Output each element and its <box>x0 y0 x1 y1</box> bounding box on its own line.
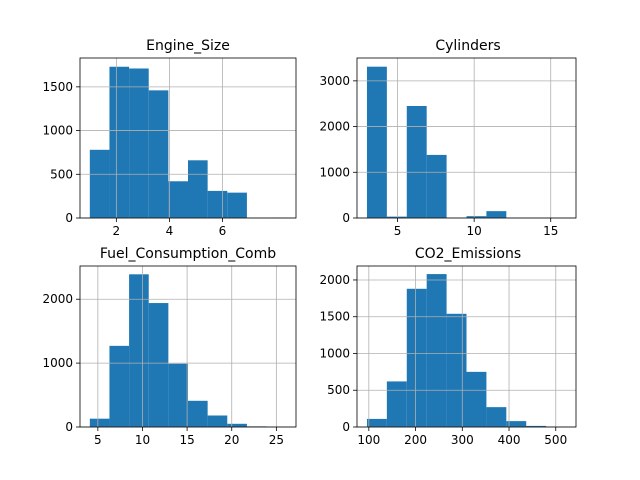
x-tick-label: 2 <box>113 224 121 238</box>
y-tick-label: 1000 <box>319 346 350 360</box>
histogram-bar <box>148 303 169 427</box>
axes-frame <box>79 57 297 219</box>
x-tick-label: 4 <box>166 224 174 238</box>
x-tick-label: 200 <box>404 433 427 447</box>
subplot-title: Engine_Size <box>146 38 230 54</box>
histogram-bar <box>426 274 447 427</box>
y-tick-label: 1000 <box>42 356 73 370</box>
x-tick-label: 5 <box>394 224 402 238</box>
x-tick-label: 10 <box>135 433 150 447</box>
subplot-title: Fuel_Consumption_Comb <box>100 246 276 262</box>
x-tick-label: 100 <box>357 433 380 447</box>
y-tick-label: 1000 <box>42 124 73 138</box>
axes-frame <box>356 57 577 219</box>
x-tick-label: 20 <box>224 433 239 447</box>
subplot-engine-size: Engine_Size 2 4 6 0 500 1000 1500 <box>42 38 297 238</box>
plot-area: 100 200 300 400 500 0 500 1000 1500 2000 <box>319 265 577 447</box>
histogram-bar <box>426 154 447 218</box>
histogram-bar <box>386 216 407 218</box>
y-tick-label: 1500 <box>42 80 73 94</box>
y-tick-label: 2000 <box>319 120 350 134</box>
histogram-bar <box>148 90 169 218</box>
x-tick-label: 15 <box>543 224 558 238</box>
histogram-bar <box>168 181 188 218</box>
y-tick-label: 1000 <box>319 165 350 179</box>
x-tick-label: 10 <box>467 224 482 238</box>
plot-area: 5 10 15 20 25 0 1000 2000 <box>42 265 297 447</box>
histogram-bar <box>406 106 427 218</box>
x-tick-label: 300 <box>451 433 474 447</box>
y-tick-label: 1500 <box>319 310 350 324</box>
axes-frame <box>356 265 577 428</box>
histogram-bar <box>129 68 149 218</box>
axes-frame <box>79 265 297 428</box>
y-tick-label: 500 <box>50 167 73 181</box>
histogram-bar <box>406 288 427 427</box>
plot-area: 2 4 6 0 500 1000 1500 <box>42 57 297 238</box>
histogram-bar <box>109 66 130 219</box>
subplot-title: CO2_Emissions <box>415 246 521 262</box>
histogram-bar <box>466 216 487 218</box>
subplot-cylinders: Cylinders 5 10 15 0 1000 2000 3000 <box>319 38 577 238</box>
histogram-bar <box>526 425 547 427</box>
histogram-bar <box>188 160 208 218</box>
histogram-bar <box>446 313 467 427</box>
histogram-bar <box>109 345 130 427</box>
y-tick-label: 0 <box>65 420 73 434</box>
histogram-bar <box>188 400 208 427</box>
x-tick-label: 400 <box>498 433 521 447</box>
histogram-bar <box>89 418 110 427</box>
x-tick-label: 15 <box>179 433 194 447</box>
histogram-bar <box>366 66 387 218</box>
x-tick-label: 500 <box>544 433 567 447</box>
y-tick-label: 500 <box>327 383 350 397</box>
y-tick-label: 2000 <box>42 292 73 306</box>
histogram-bar <box>207 190 228 218</box>
histogram-bar <box>506 421 527 427</box>
histogram-bar <box>386 381 407 427</box>
histogram-bar <box>89 149 110 218</box>
histogram-bar <box>129 274 149 427</box>
histogram-bar <box>227 192 247 218</box>
y-tick-label: 2000 <box>319 273 350 287</box>
x-tick-label: 5 <box>94 433 102 447</box>
x-tick-label: 6 <box>219 224 227 238</box>
subplot-fuel-consumption-comb: Fuel_Consumption_Comb 5 10 15 20 25 0 1000 2000 <box>42 246 297 447</box>
histogram-bar <box>207 415 228 427</box>
subplot-title: Cylinders <box>435 38 500 54</box>
y-tick-label: 0 <box>65 211 73 225</box>
histogram-bar <box>486 211 507 218</box>
histogram-bar <box>486 407 507 427</box>
y-tick-label: 0 <box>342 420 350 434</box>
y-tick-label: 3000 <box>319 74 350 88</box>
histogram-bar <box>466 371 487 427</box>
histogram-bar <box>227 423 247 427</box>
plot-area: 5 10 15 0 1000 2000 3000 <box>319 57 577 238</box>
subplot-co2-emissions: CO2_Emissions 100 200 300 400 500 0 500 1000 150… <box>319 246 577 447</box>
x-tick-label: 25 <box>269 433 284 447</box>
y-tick-label: 0 <box>342 211 350 225</box>
histogram-bar <box>168 363 188 427</box>
histogram-bar <box>366 418 387 427</box>
